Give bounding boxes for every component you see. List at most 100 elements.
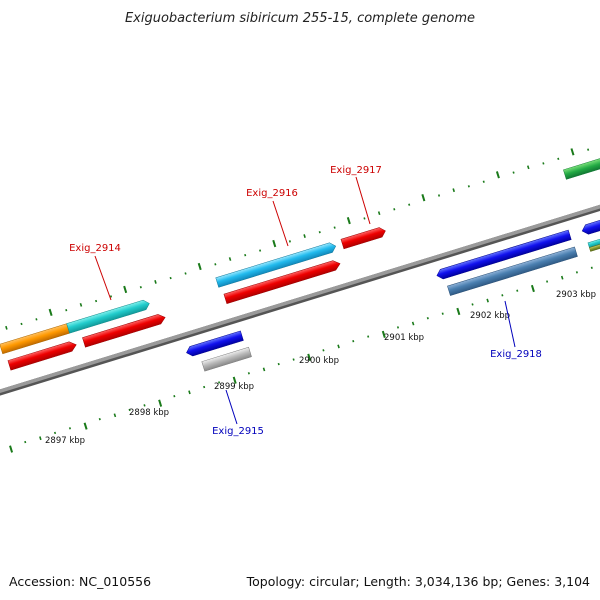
scale-tick	[173, 395, 176, 398]
kbp-label: 2898 kbp	[129, 408, 169, 418]
scale-tick	[272, 239, 277, 248]
tick-row-reverse	[9, 266, 593, 453]
leader-line-exig-2914	[94, 255, 112, 301]
tick-row-forward	[5, 148, 590, 330]
kbp-label: 2897 kbp	[45, 436, 85, 446]
scale-tick	[143, 404, 146, 407]
scale-tick	[197, 262, 202, 271]
scale-tick	[158, 399, 163, 407]
scale-tick	[203, 385, 206, 389]
map-title: Exiguobacterium sibiricum 255-15, comple…	[125, 11, 475, 26]
scale-tick	[65, 308, 68, 312]
scale-tick	[377, 211, 381, 216]
gene-arrow-exig-2917[interactable]	[340, 226, 387, 250]
scale-tick	[575, 271, 578, 274]
backbone	[0, 185, 600, 413]
scale-tick	[512, 171, 515, 174]
gene-leader-lines	[94, 176, 516, 425]
scale-tick	[456, 307, 461, 316]
scale-tick	[396, 326, 400, 329]
scale-tick	[437, 194, 441, 197]
scale-tick	[98, 417, 101, 421]
genome-track	[0, 148, 600, 453]
scale-tick	[277, 362, 280, 366]
scale-tick	[113, 413, 117, 418]
kbp-label: 2900 kbp	[299, 356, 339, 366]
gene-arrow-exig-2915[interactable]	[201, 346, 252, 372]
scale-tick	[408, 203, 411, 206]
scale-tick	[303, 234, 306, 238]
scale-tick	[333, 226, 336, 229]
scale-tick	[411, 321, 415, 326]
scale-tick	[590, 266, 593, 269]
gene-label-exig-2914[interactable]: Exig_2914	[69, 243, 121, 254]
scale-tick	[79, 302, 83, 307]
scale-tick	[20, 322, 23, 326]
kbp-label: 2902 kbp	[470, 311, 510, 321]
scale-tick	[123, 285, 128, 294]
scale-tick	[232, 376, 237, 384]
scale-tick	[322, 349, 325, 352]
scale-tick	[184, 272, 187, 275]
gene-arrow-red[interactable]	[223, 259, 342, 304]
gene-arrow-exig-2914[interactable]	[66, 299, 151, 334]
scale-tick	[39, 436, 42, 441]
scale-tick	[495, 171, 500, 179]
scale-tick	[486, 298, 489, 303]
gene-arrow-red[interactable]	[7, 340, 78, 371]
scale-tick	[244, 253, 247, 257]
scale-tick	[109, 295, 113, 298]
scale-tick	[53, 431, 57, 435]
leader-line-exig-2918	[504, 300, 516, 348]
scale-tick	[546, 280, 549, 283]
scale-tick	[68, 427, 72, 430]
scale-tick	[467, 185, 470, 188]
gene-arrow-exig-2918[interactable]	[447, 246, 578, 296]
scale-tick	[426, 317, 429, 320]
scale-tick	[259, 249, 262, 252]
kbp-scale-labels: 2897 kbp 2898 kbp 2899 kbp 2900 kbp 2901…	[45, 290, 596, 446]
scale-tick	[154, 280, 157, 284]
scale-tick	[367, 335, 370, 338]
kbp-label: 2899 kbp	[214, 382, 254, 392]
scale-tick	[471, 303, 474, 306]
scale-tick	[381, 330, 386, 339]
leader-line-exig-2916	[272, 200, 289, 247]
gene-label-exig-2916[interactable]: Exig_2916	[246, 188, 298, 199]
genome-stats-text: Topology: circular; Length: 3,034,136 bp…	[246, 574, 590, 589]
scale-tick	[587, 148, 590, 151]
scale-tick	[139, 286, 142, 289]
scale-tick	[530, 284, 535, 293]
scale-tick	[542, 162, 545, 165]
gene-arrow-blue[interactable]	[435, 229, 572, 280]
scale-tick	[5, 325, 8, 330]
scale-tick	[218, 381, 221, 384]
gene-arrow-olive[interactable]	[589, 233, 600, 252]
gene-arrow-red[interactable]	[82, 313, 166, 348]
scale-tick	[557, 157, 560, 160]
scale-tick	[128, 408, 131, 412]
scale-tick	[570, 148, 575, 156]
leader-line-exig-2917	[355, 176, 371, 225]
scale-tick	[526, 165, 530, 170]
kbp-label: 2901 kbp	[384, 333, 424, 343]
gene-arrow-blue[interactable]	[581, 211, 600, 235]
scale-tick	[169, 276, 172, 280]
kbp-label: 2903 kbp	[556, 290, 596, 300]
gene-arrow-blue[interactable]	[185, 330, 244, 358]
scale-tick	[452, 188, 455, 193]
scale-tick	[352, 339, 355, 343]
scale-tick	[307, 353, 312, 361]
scale-tick	[421, 194, 426, 202]
leader-line-exig-2915	[225, 389, 238, 425]
scale-tick	[83, 422, 88, 430]
gene-arrow-exig-2916[interactable]	[215, 241, 337, 288]
scale-tick	[262, 367, 266, 372]
gene-label-exig-2917[interactable]: Exig_2917	[330, 165, 382, 176]
gene-label-exig-2918[interactable]: Exig_2918	[490, 349, 542, 360]
gene-name-labels: Exig_2914 Exig_2916 Exig_2917 Exig_2915 …	[69, 165, 542, 437]
accession-text: Accession: NC_010556	[9, 574, 151, 589]
gene-arrow-green[interactable]	[563, 157, 600, 180]
scale-tick	[188, 390, 191, 395]
gene-label-exig-2915[interactable]: Exig_2915	[212, 426, 264, 437]
